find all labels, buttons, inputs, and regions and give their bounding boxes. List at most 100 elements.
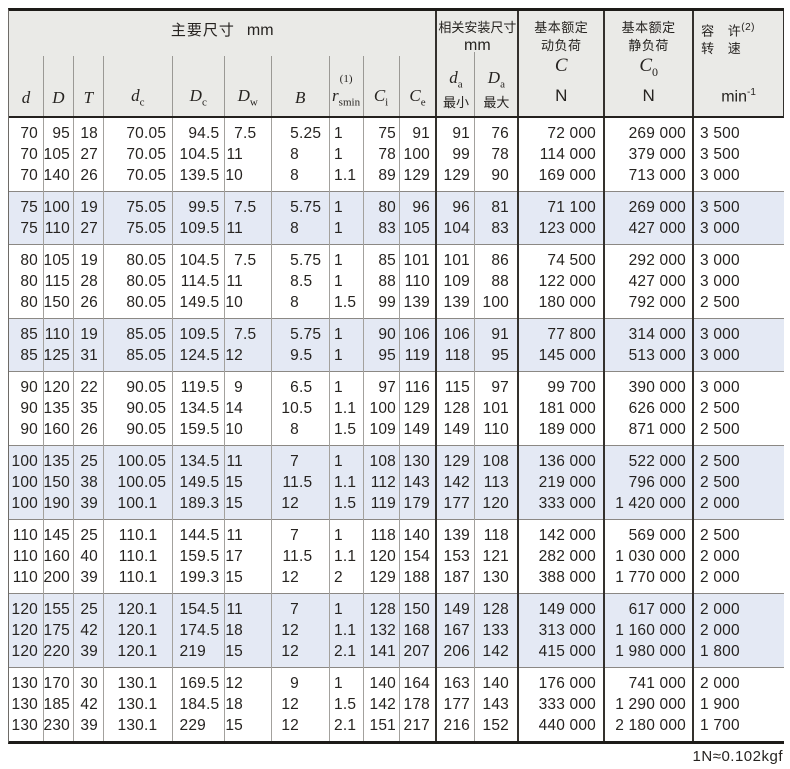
cell-n: 3 000 xyxy=(700,326,740,343)
Dc-integer: 159 xyxy=(179,548,206,565)
Dw-fraction: .5 xyxy=(243,252,257,269)
cell-dc: 75.05 xyxy=(103,218,172,239)
cell-Dc: 229 xyxy=(172,715,224,736)
Dw-fraction: .5 xyxy=(243,125,257,142)
cell-n: 2 000 xyxy=(700,495,740,512)
Dw-integer: 11 xyxy=(226,146,243,163)
dc-integer: 90 xyxy=(126,400,144,417)
cell-Ci: 108 xyxy=(369,453,396,470)
Dc-integer: 149 xyxy=(179,474,206,491)
cell-C0: 513 000 xyxy=(628,347,686,364)
cell-n: 2 500 xyxy=(700,421,740,438)
cell-Da: 101 xyxy=(482,400,509,417)
cell-rsmin: 1.5 xyxy=(334,495,357,512)
cell-Da: 121 xyxy=(482,548,509,565)
Dw-integer: 15 xyxy=(225,569,243,586)
dc-integer: 80 xyxy=(126,252,144,269)
B-integer: 8 xyxy=(290,273,299,290)
cell-D: 135 xyxy=(43,400,70,417)
table-row: 70 95 18 70.05 94.5 7.5 5.25 1 75 91 91 76 72 000 269… xyxy=(9,123,784,144)
speed-unit-exponent: -1 xyxy=(746,86,756,98)
B-integer: 10 xyxy=(281,400,299,417)
speed-unit-base: min xyxy=(721,88,747,105)
cell-T: 25 xyxy=(80,601,98,618)
cell-rsmin: 1.1 xyxy=(334,474,357,491)
cell-B: 8 xyxy=(271,292,329,313)
cell-rsmin: 1.5 xyxy=(334,696,357,713)
B-integer: 8 xyxy=(290,167,299,184)
Dc-fraction: .5 xyxy=(206,326,220,343)
cell-d: 85 xyxy=(20,347,38,364)
column-header-da: da 最小 xyxy=(437,52,474,116)
cell-C0: 626 000 xyxy=(628,400,686,417)
install-dimensions-unit: mm xyxy=(464,37,491,54)
cell-d: 120 xyxy=(11,601,38,618)
cell-Dw: 15 xyxy=(224,715,271,736)
dc-integer: 120 xyxy=(117,601,144,618)
cell-D: 160 xyxy=(43,421,70,438)
cell-Ci: 112 xyxy=(370,474,396,491)
cell-dc: 90.05 xyxy=(103,377,172,398)
cell-Ci: 151 xyxy=(369,717,396,734)
column-divider xyxy=(224,118,225,741)
cell-D: 170 xyxy=(43,675,70,692)
B-fraction xyxy=(299,419,321,440)
cell-Dw: 17 xyxy=(224,546,271,567)
Dw-fraction xyxy=(243,218,259,239)
cell-C0: 617 000 xyxy=(628,601,686,618)
cell-rsmin: 1 xyxy=(334,220,343,237)
cell-Dc: 154.5 xyxy=(172,599,224,620)
cell-Da: 120 xyxy=(482,495,509,512)
cell-dc: 80.05 xyxy=(103,271,172,292)
dc-fraction: .05 xyxy=(144,326,167,343)
cell-Dc: 149.5 xyxy=(172,472,224,493)
static-load-symbol: C0 xyxy=(639,55,658,79)
Dw-fraction xyxy=(243,165,259,186)
table-row: 100 135 25 100.05 134.5 11 7 1 108 130 129 108 136 0… xyxy=(9,451,784,472)
cell-B: 12 xyxy=(271,493,329,514)
cell-d: 90 xyxy=(20,400,38,417)
cell-Da: 140 xyxy=(482,675,509,692)
cell-Dw: 12 xyxy=(224,345,271,366)
cell-Ce: 168 xyxy=(403,622,430,639)
dc-integer: 130 xyxy=(117,717,144,734)
cell-Ce: 188 xyxy=(403,569,430,586)
cell-rsmin: 1 xyxy=(334,125,343,142)
column-divider xyxy=(399,118,400,741)
da-minmax-label: 最小 xyxy=(442,95,469,110)
cell-C: 142 000 xyxy=(538,527,596,544)
cell-dc: 110.1 xyxy=(103,546,172,567)
cell-D: 200 xyxy=(43,569,70,586)
cell-Ci: 80 xyxy=(378,199,396,216)
Dw-integer: 12 xyxy=(225,347,243,364)
static-load-unit: N xyxy=(642,86,655,105)
Dc-fraction: .5 xyxy=(206,400,220,417)
Dc-fraction: .5 xyxy=(206,125,220,142)
cell-D: 150 xyxy=(43,474,70,491)
cell-da: 206 xyxy=(443,643,470,660)
cell-Ce: 149 xyxy=(403,421,430,438)
dc-integer: 70 xyxy=(126,167,144,184)
cell-C0: 1 160 000 xyxy=(615,622,686,639)
cell-T: 19 xyxy=(80,199,98,216)
column-header-T: T xyxy=(72,56,103,116)
cell-C: 77 800 xyxy=(547,326,596,343)
cell-da: 167 xyxy=(443,622,470,639)
cell-Ci: 75 xyxy=(378,125,396,142)
Dc-fraction: .5 xyxy=(206,548,220,565)
cell-B: 12 xyxy=(271,567,329,588)
cell-da: 177 xyxy=(443,495,470,512)
cell-Da: 86 xyxy=(491,252,509,269)
cell-C0: 2 180 000 xyxy=(615,717,686,734)
B-integer: 7 xyxy=(290,453,299,470)
cell-Dw: 10 xyxy=(224,419,271,440)
column-divider xyxy=(603,118,605,741)
dc-fraction: .05 xyxy=(144,220,167,237)
cell-Dc: 104.5 xyxy=(172,144,224,165)
B-integer: 6 xyxy=(290,379,299,396)
cell-C: 74 500 xyxy=(547,252,596,269)
Dc-fraction: .5 xyxy=(206,622,220,639)
B-fraction xyxy=(299,451,321,472)
cell-n: 1 900 xyxy=(700,696,740,713)
dc-fraction: .05 xyxy=(144,347,167,364)
